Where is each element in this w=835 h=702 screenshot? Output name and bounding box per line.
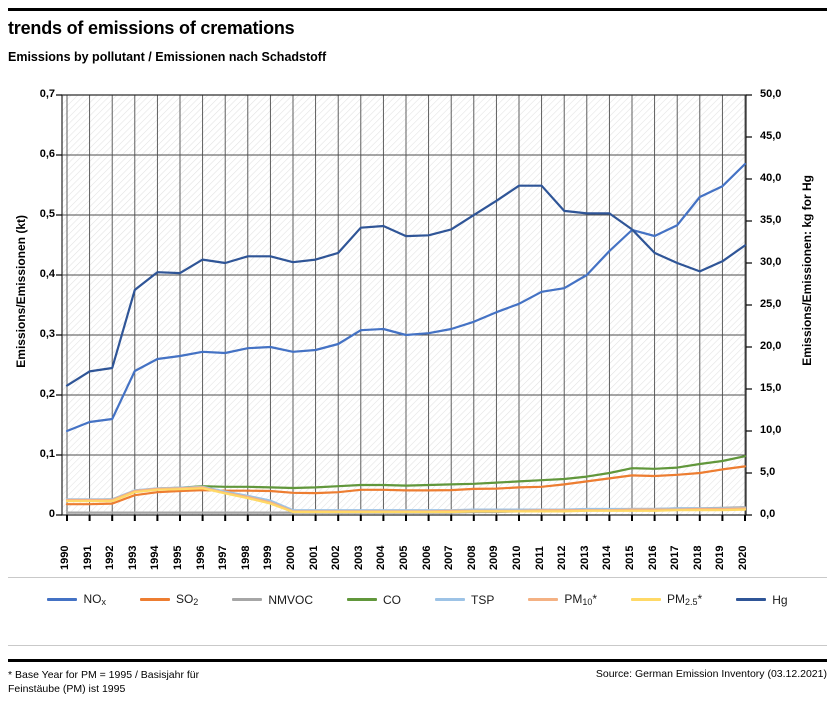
x-axis-year-label: 1999 (262, 545, 275, 570)
legend-swatch-NOx (47, 598, 78, 601)
legend-item-NMVOC: NMVOC (232, 593, 313, 607)
left-axis-tick-label: 0,4 (39, 268, 55, 280)
x-axis-year-label: 2004 (375, 545, 388, 570)
x-axis-year-label: 1993 (126, 545, 139, 570)
legend-label-SO2: SO2 (175, 592, 199, 607)
x-axis-year-label: 2019 (714, 545, 727, 570)
legend-bottom-rule (8, 645, 827, 646)
footer-rule (8, 659, 827, 662)
legend-label-CO: CO (382, 592, 401, 607)
legend-item-SO2: SO2 (139, 592, 199, 607)
x-axis-year-label: 2015 (624, 545, 636, 570)
legend-item-TSP: TSP (434, 592, 495, 607)
x-axis-year-label: 2020 (737, 545, 749, 570)
right-axis-tick-label: 50,0 (760, 88, 782, 100)
x-axis-year-label: 1990 (59, 545, 71, 570)
x-axis-year-label: 1992 (104, 545, 117, 570)
x-axis-year-label: 2002 (330, 545, 343, 570)
legend-swatch-PM2.5* (631, 598, 662, 601)
legend-swatch-SO2 (139, 598, 170, 601)
x-axis-year-label: 2008 (465, 545, 478, 570)
x-axis-year-label: 2018 (691, 545, 704, 570)
legend-label-NMVOC: NMVOC (268, 592, 313, 607)
plot-gridlines (61, 94, 747, 516)
right-axis-tick-label: 20,0 (760, 340, 782, 352)
left-axis-tick-label: 0,6 (39, 148, 55, 160)
legend-item-PM10*: PM10* (528, 592, 597, 607)
right-axis-title: Emissions/Emissionen: kg for Hg (800, 175, 814, 366)
right-axis-tick-label: 5,0 (760, 466, 776, 478)
x-axis-year-label: 2014 (601, 545, 614, 570)
x-axis-year-label: 2016 (646, 545, 659, 570)
footnote-line-1: * Base Year for PM = 1995 / Basisjahr fü… (8, 669, 200, 681)
left-axis-tick-label: 0,3 (39, 328, 55, 340)
x-axis-year-label: 2009 (488, 545, 501, 570)
left-axis-title: Emissions/Emissionen (kt) (14, 215, 28, 368)
x-axis-year-label: 2000 (285, 545, 297, 570)
plot-background (62, 95, 746, 515)
legend-swatch-Hg (736, 598, 767, 601)
series-line-SO2 (65, 465, 747, 506)
x-axis-year-label: 2017 (669, 545, 682, 570)
right-axis-tick-label: 0,0 (760, 508, 776, 520)
legend-swatch-PM10* (528, 598, 559, 601)
left-axis-tick-label: 0,2 (39, 388, 55, 400)
legend-swatch-CO (346, 598, 377, 601)
legend-item-PM2.5*: PM2.5* (631, 592, 702, 607)
page-title: trends of emissions of cremations (8, 18, 295, 38)
chart-legend: NOx SO2 NMVOC CO TSP PM10* PM2.5* Hg (8, 592, 827, 607)
x-axis-year-label: 1996 (194, 545, 207, 570)
source-note: Source: German Emission Inventory (03.12… (595, 668, 827, 680)
x-axis-year-label: 1997 (217, 545, 230, 570)
x-axis-year-label: 2013 (578, 545, 591, 570)
legend-item-Hg: Hg (736, 592, 788, 607)
left-axis-tick-label: 0 (48, 508, 55, 520)
x-axis-year-label: 2003 (352, 545, 365, 570)
right-axis-tick-label: 35,0 (760, 214, 782, 226)
legend-label-NOx: NOx (83, 592, 106, 607)
x-axis-year-label: 2010 (511, 545, 523, 570)
right-axis-tick-label: 30,0 (760, 256, 782, 268)
legend-label-PM10*: PM10* (564, 592, 598, 607)
legend-label-TSP: TSP (470, 592, 495, 607)
x-axis-year-label: 1991 (81, 545, 94, 570)
page-subtitle: Emissions by pollutant / Emissionen nach… (8, 50, 327, 64)
legend-swatch-NMVOC (232, 598, 263, 601)
legend-label-Hg: Hg (772, 592, 788, 607)
legend-swatch-TSP (434, 598, 465, 601)
x-axis-year-label: 1998 (239, 545, 252, 570)
legend-item-NOx: NOx (47, 592, 106, 607)
base-year-footnote: * Base Year for PM = 1995 / Basisjahr fü… (8, 668, 199, 696)
right-axis-tick-label: 45,0 (760, 130, 782, 142)
series-line-PM2.5* (65, 487, 747, 514)
x-axis-year-label: 2005 (398, 545, 410, 570)
plot-series (65, 162, 747, 514)
left-axis-tick-label: 0,1 (39, 448, 55, 460)
right-axis-tick-label: 15,0 (760, 382, 782, 394)
legend-top-rule (8, 577, 827, 578)
top-rule (8, 8, 827, 11)
x-axis-year-label: 2011 (533, 546, 546, 570)
right-axis-tick-label: 10,0 (760, 424, 782, 436)
footnote-line-2: Feinstäube (PM) ist 1995 (8, 683, 126, 695)
left-axis-tick-label: 0,7 (39, 88, 55, 100)
axis-tick-marks (56, 94, 752, 521)
x-axis-year-label: 2007 (443, 545, 456, 570)
legend-label-PM2.5*: PM2.5* (667, 592, 703, 607)
right-axis-tick-label: 25,0 (760, 298, 782, 310)
x-axis-year-label: 1994 (149, 545, 162, 570)
right-axis-tick-label: 40,0 (760, 172, 782, 184)
x-axis-year-label: 1995 (172, 545, 184, 570)
x-axis-year-label: 2006 (420, 545, 433, 570)
line-chart-plot (56, 94, 752, 521)
left-axis-tick-label: 0,5 (39, 208, 55, 220)
hatch-fill (62, 95, 746, 515)
series-line-Hg (65, 184, 747, 387)
x-axis-year-label: 2001 (307, 545, 320, 570)
x-axis-year-label: 2012 (556, 545, 569, 570)
legend-item-CO: CO (346, 592, 401, 607)
